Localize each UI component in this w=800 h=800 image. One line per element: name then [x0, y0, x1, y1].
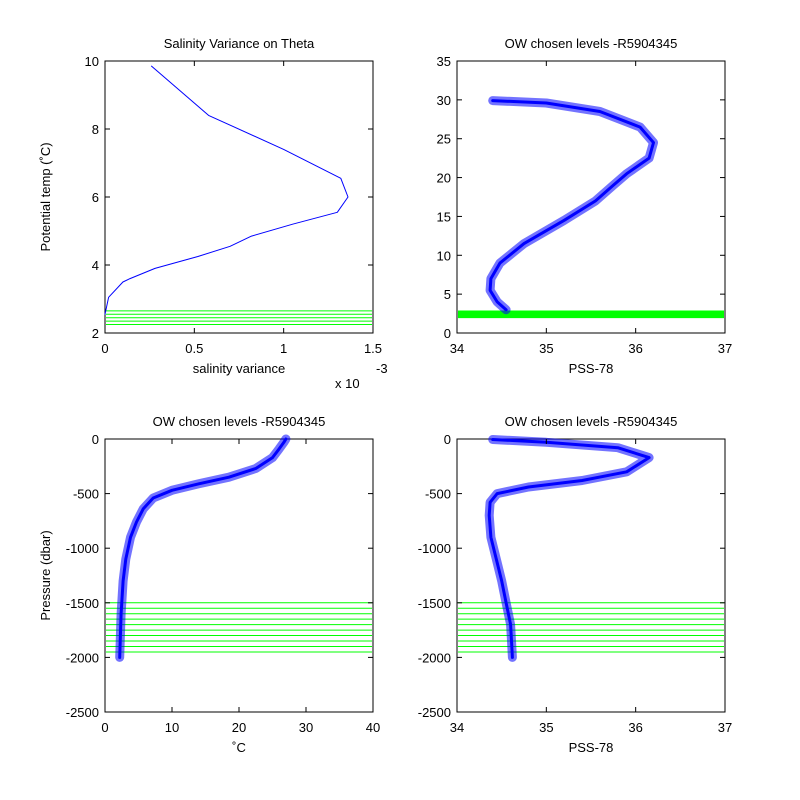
y-tick-label-4: -500	[73, 487, 99, 502]
panel-theta-salinity: 34 35 36 37 0 5 10 15 20 25 30 35 OW chosen levels -…	[437, 36, 733, 376]
x-axis-label: salinity variance	[193, 361, 286, 376]
x-axis-exponent-power: -3	[376, 361, 388, 376]
y-tick-label-1: 5	[444, 287, 451, 302]
x-axis-exponent: x 10	[335, 376, 360, 391]
y-tick-label-6: 30	[437, 93, 451, 108]
chart-title: Salinity Variance on Theta	[164, 36, 315, 51]
y-tick-label-3: -1000	[66, 541, 99, 556]
y-tick-label-1: 4	[92, 258, 99, 273]
axes-box	[104, 438, 374, 713]
y-tick-label-3: 8	[92, 122, 99, 137]
x-tick-label-1: 35	[539, 341, 553, 356]
y-tick-label-0: -2500	[418, 705, 451, 720]
y-tick-label-7: 35	[437, 54, 451, 69]
y-tick-label-2: 10	[437, 248, 451, 263]
profile-bundle-band	[485, 96, 658, 315]
x-tick-label-3: 37	[718, 720, 732, 735]
chart-title: OW chosen levels -R5904345	[153, 414, 326, 429]
x-axis-label: PSS-78	[569, 740, 614, 755]
x-tick-label-0: 34	[450, 341, 464, 356]
y-tick-label-0: 0	[444, 326, 451, 341]
x-tick-label-0: 0	[101, 720, 108, 735]
y-tick-label-3: -1000	[418, 541, 451, 556]
series-line-0	[118, 437, 288, 659]
y-tick-label-2: -1500	[66, 596, 99, 611]
x-tick-label-3: 1.5	[364, 341, 382, 356]
axes-box	[456, 60, 726, 334]
series-line-0	[487, 438, 651, 659]
x-tick-label-4: 40	[366, 720, 380, 735]
x-tick-label-0: 0	[101, 341, 108, 356]
chart-title: OW chosen levels -R5904345	[505, 414, 678, 429]
series-line-0	[104, 65, 349, 315]
x-tick-label-2: 20	[232, 720, 246, 735]
x-tick-label-1: 35	[539, 720, 553, 735]
axes-box	[456, 438, 726, 713]
y-tick-label-0: 2	[92, 326, 99, 341]
x-tick-label-2: 1	[280, 341, 287, 356]
y-tick-label-2: 6	[92, 190, 99, 205]
y-axis-label: Potential temp (˚C)	[38, 142, 53, 251]
y-tick-label-4: 10	[85, 54, 99, 69]
y-axis-label: Pressure (dbar)	[38, 530, 53, 620]
y-tick-label-3: 15	[437, 209, 451, 224]
y-tick-label-0: -2500	[66, 705, 99, 720]
x-tick-label-1: 0.5	[185, 341, 203, 356]
y-tick-label-5: 0	[92, 432, 99, 447]
x-tick-label-0: 34	[450, 720, 464, 735]
y-tick-label-5: 25	[437, 132, 451, 147]
y-tick-label-4: 20	[437, 171, 451, 186]
y-tick-label-1: -2000	[418, 650, 451, 665]
x-axis-label: PSS-78	[569, 361, 614, 376]
panel-pressure-temperature: 0 10 20 30 40 -2500 -2000 -1500 -1000 -500 0 OW cho…	[38, 414, 380, 755]
y-tick-label-1: -2000	[66, 650, 99, 665]
chart-title: OW chosen levels -R5904345	[505, 36, 678, 51]
x-tick-label-2: 36	[628, 720, 642, 735]
x-tick-label-3: 30	[299, 720, 313, 735]
x-tick-label-1: 10	[165, 720, 179, 735]
series-line-0	[488, 99, 655, 312]
x-tick-label-3: 37	[718, 341, 732, 356]
panel-salinity-variance-on-theta: 0 0.5 1 1.5 2 4 6 8 10 Salinity Variance on Theta…	[38, 36, 388, 391]
y-tick-label-5: 0	[444, 432, 451, 447]
x-axis-label: ˚C	[232, 740, 246, 755]
y-tick-label-4: -500	[425, 487, 451, 502]
y-tick-label-2: -1500	[418, 596, 451, 611]
panel-pressure-salinity: 34 35 36 37 -2500 -2000 -1500 -1000 -500 0 OW chos…	[418, 414, 732, 755]
x-tick-label-2: 36	[628, 341, 642, 356]
axes-box	[104, 60, 374, 334]
